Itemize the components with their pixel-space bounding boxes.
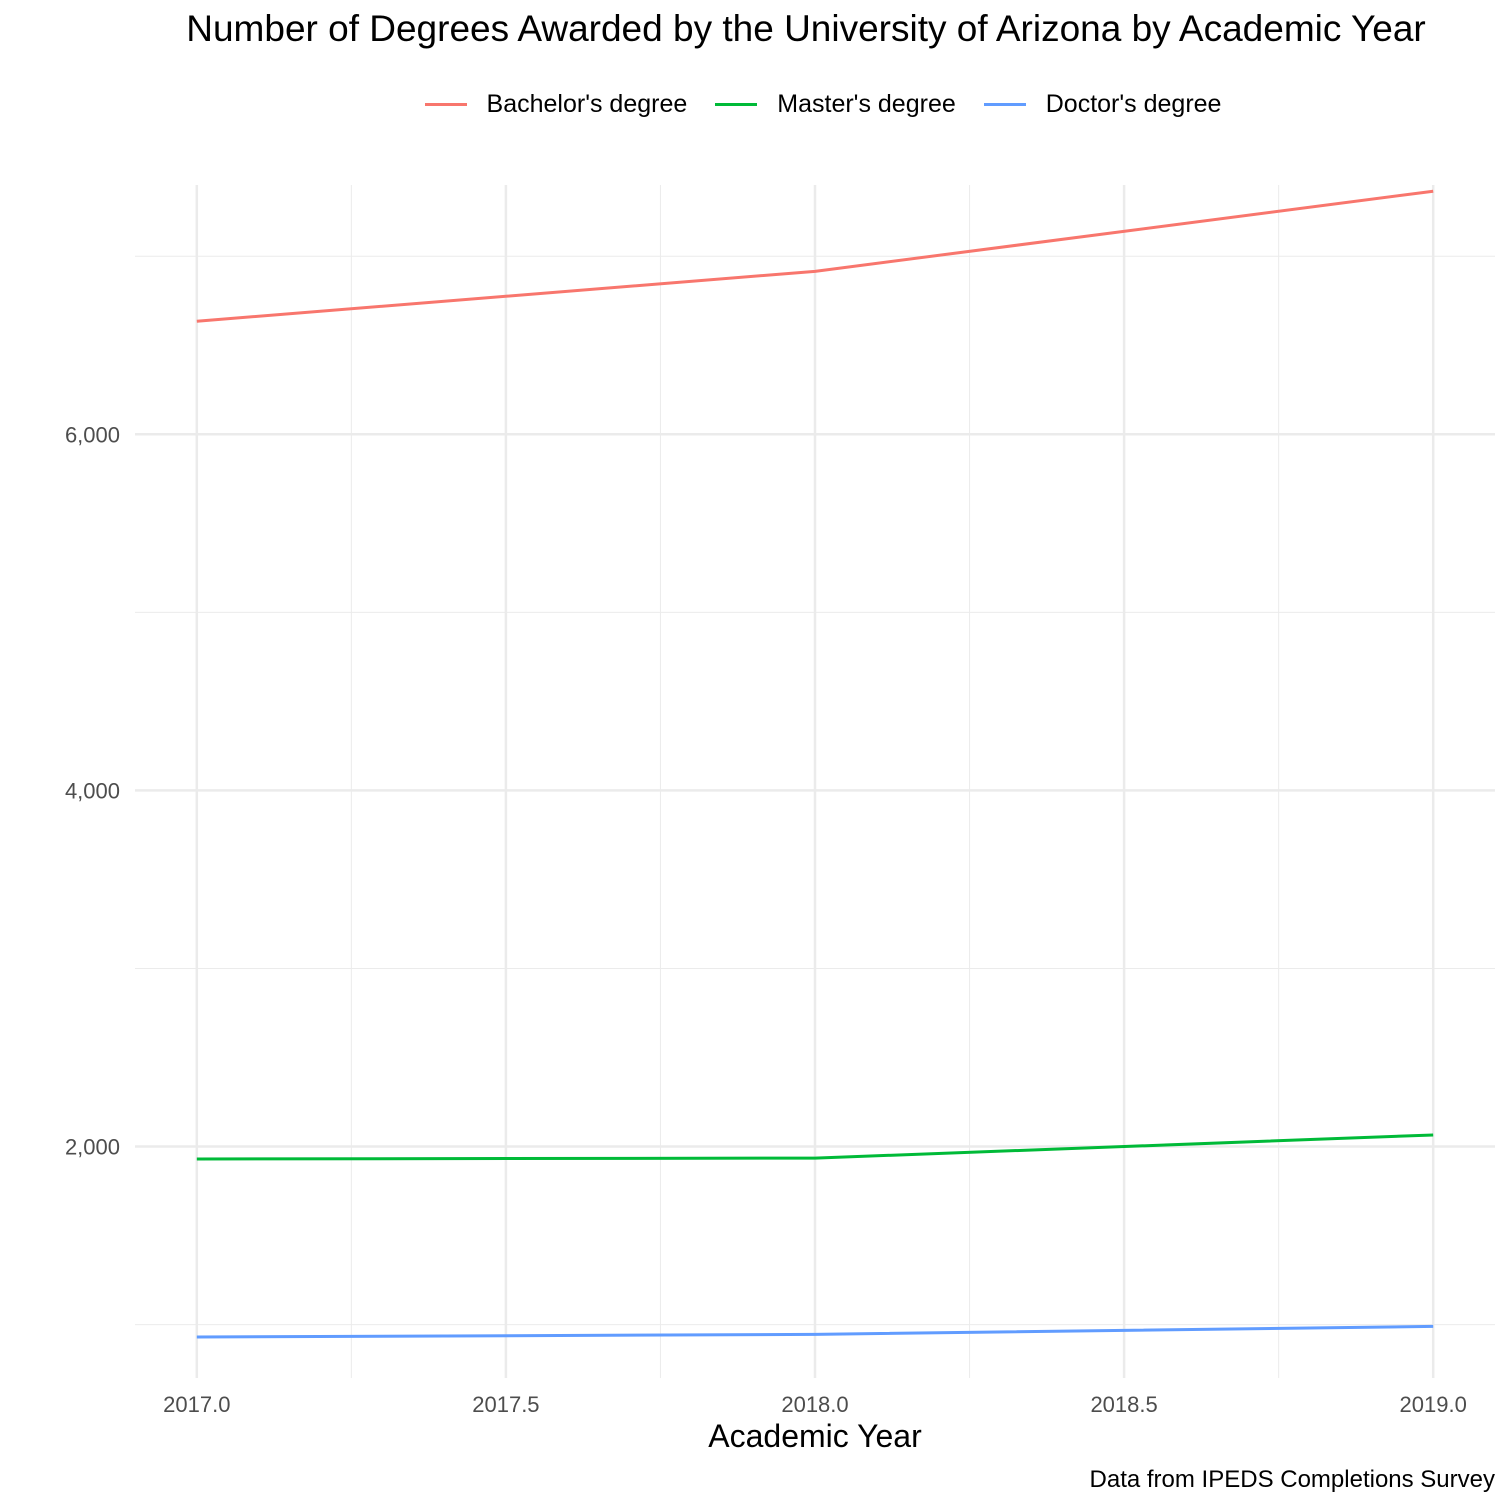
- x-tick-label: 2017.0: [163, 1392, 230, 1417]
- y-tick-label: 4,000: [65, 778, 120, 803]
- y-tick-label: 6,000: [65, 422, 120, 447]
- legend-swatch-doctors: [983, 103, 1026, 106]
- legend-swatch-masters: [715, 103, 758, 106]
- legend-label-doctors: Doctor's degree: [1045, 90, 1222, 118]
- legend-item-bachelors: Bachelor's degree: [424, 90, 688, 119]
- chart-caption: Data from IPEDS Completions Survey: [1089, 1466, 1495, 1493]
- legend-item-doctors: Doctor's degree: [983, 90, 1222, 119]
- legend: Bachelor's degree Master's degree Doctor…: [0, 90, 1512, 119]
- y-tick-label: 2,000: [65, 1135, 120, 1160]
- series-line-0: [196, 189, 1434, 323]
- x-tick-label: 2018.5: [1090, 1392, 1157, 1417]
- legend-label-bachelors: Bachelor's degree: [486, 90, 688, 118]
- legend-item-masters: Master's degree: [715, 90, 956, 119]
- x-tick-label: 2019.0: [1400, 1392, 1467, 1417]
- x-tick-label: 2018.0: [781, 1392, 848, 1417]
- series-line-1: [196, 1133, 1434, 1161]
- x-tick-label: 2017.5: [472, 1392, 539, 1417]
- x-axis-label: Academic Year: [708, 1418, 922, 1454]
- legend-label-masters: Master's degree: [777, 90, 956, 118]
- legend-swatch-bachelors: [424, 103, 467, 106]
- series-line-2: [196, 1324, 1434, 1339]
- chart-title: Number of Degrees Awarded by the Univers…: [186, 8, 1426, 49]
